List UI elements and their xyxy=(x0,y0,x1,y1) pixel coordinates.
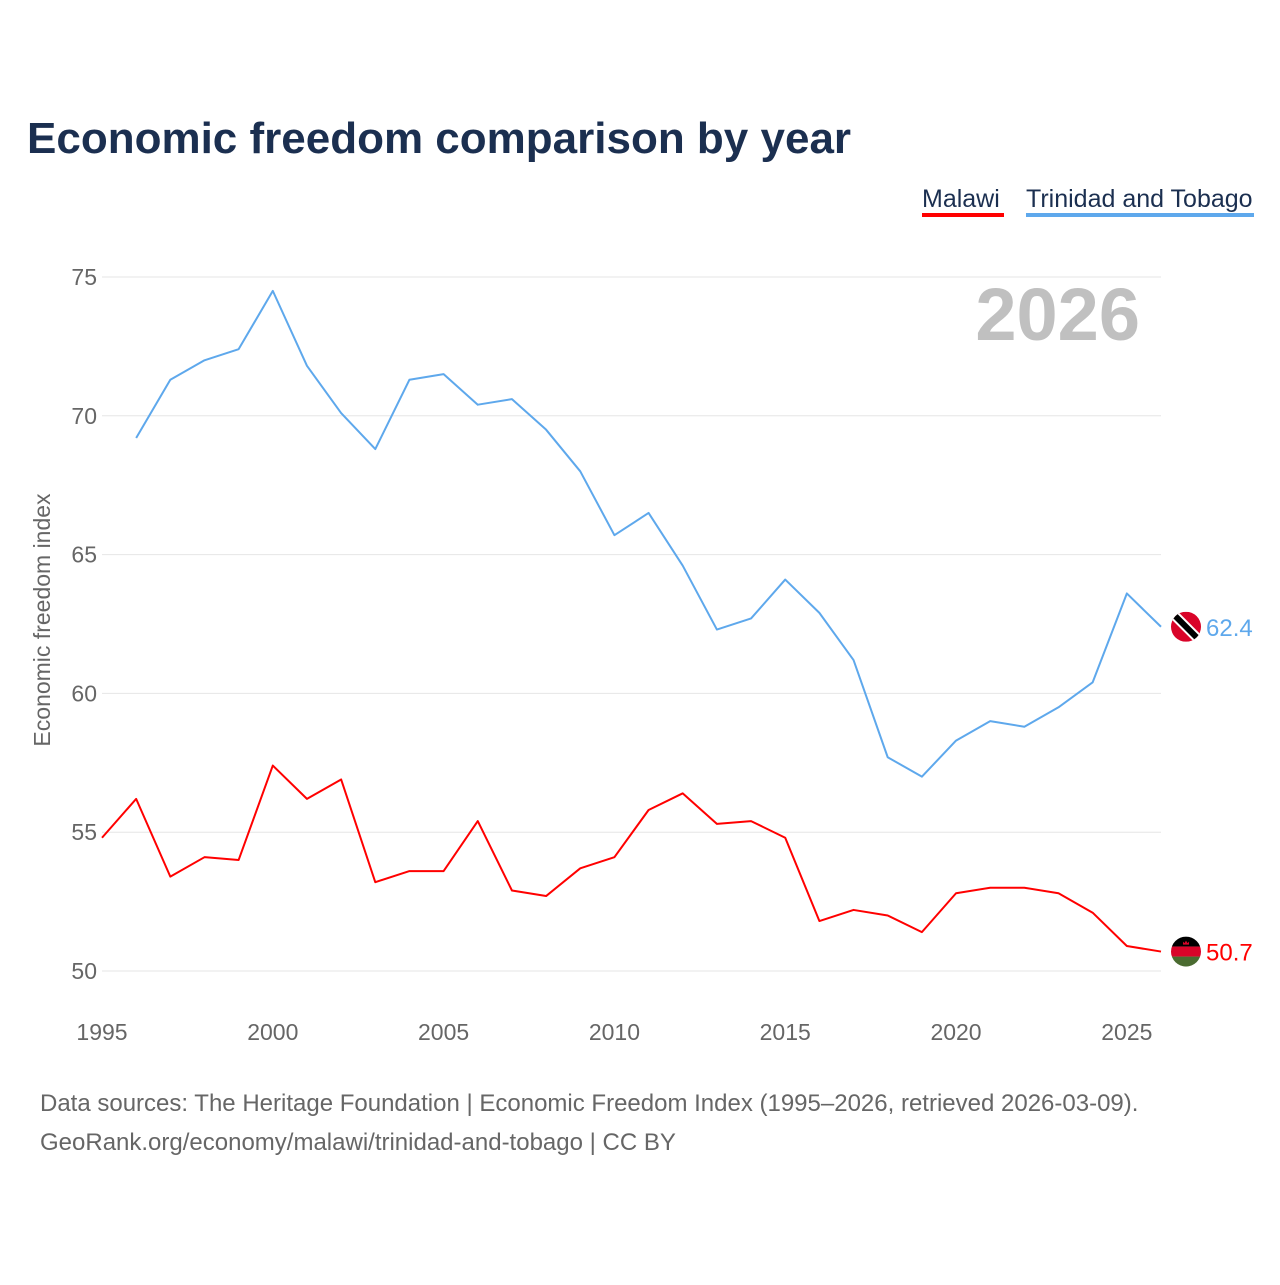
legend: Malawi Trinidad and Tobago xyxy=(922,185,1254,217)
x-tick-label: 2015 xyxy=(760,1019,811,1045)
y-tick-label: 70 xyxy=(71,403,97,429)
end-label-trinidad-and-tobago: 62.4 xyxy=(1206,615,1253,642)
end-label-malawi: 50.7 xyxy=(1206,940,1253,967)
legend-item-trinidad-and-tobago[interactable]: Trinidad and Tobago xyxy=(1026,185,1254,217)
chart-title: Economic freedom comparison by year xyxy=(27,114,851,163)
series-line-trinidad-and-tobago xyxy=(135,289,1162,778)
x-tick-label: 1995 xyxy=(76,1019,127,1045)
y-tick-label: 75 xyxy=(71,264,97,290)
footer-url: GeoRank.org/economy/malawi/trinidad-and-… xyxy=(40,1129,676,1156)
x-tick-label: 2000 xyxy=(247,1019,298,1045)
series-line-malawi xyxy=(101,764,1162,953)
legend-item-malawi[interactable]: Malawi xyxy=(922,185,1004,217)
legend-swatch-malawi xyxy=(922,213,1004,217)
legend-swatch-trinidad-and-tobago xyxy=(1026,213,1254,217)
year-watermark: 2026 xyxy=(975,273,1140,356)
y-tick-label: 65 xyxy=(71,542,97,568)
y-tick-label: 50 xyxy=(71,958,97,984)
x-tick-label: 2005 xyxy=(418,1019,469,1045)
y-tick-label: 55 xyxy=(71,819,97,845)
y-axis-label: Economic freedom index xyxy=(29,493,55,747)
legend-label-malawi: Malawi xyxy=(922,185,1000,213)
flag-trinidad-and-tobago xyxy=(1171,611,1201,642)
x-tick-label: 2020 xyxy=(930,1019,981,1045)
y-tick-label: 60 xyxy=(71,680,97,706)
legend-label-trinidad-and-tobago: Trinidad and Tobago xyxy=(1026,185,1253,213)
x-tick-label: 2025 xyxy=(1101,1019,1152,1045)
footer-sources: Data sources: The Heritage Foundation | … xyxy=(40,1090,1138,1117)
x-tick-label: 2010 xyxy=(589,1019,640,1045)
flag-malawi xyxy=(1171,936,1201,967)
